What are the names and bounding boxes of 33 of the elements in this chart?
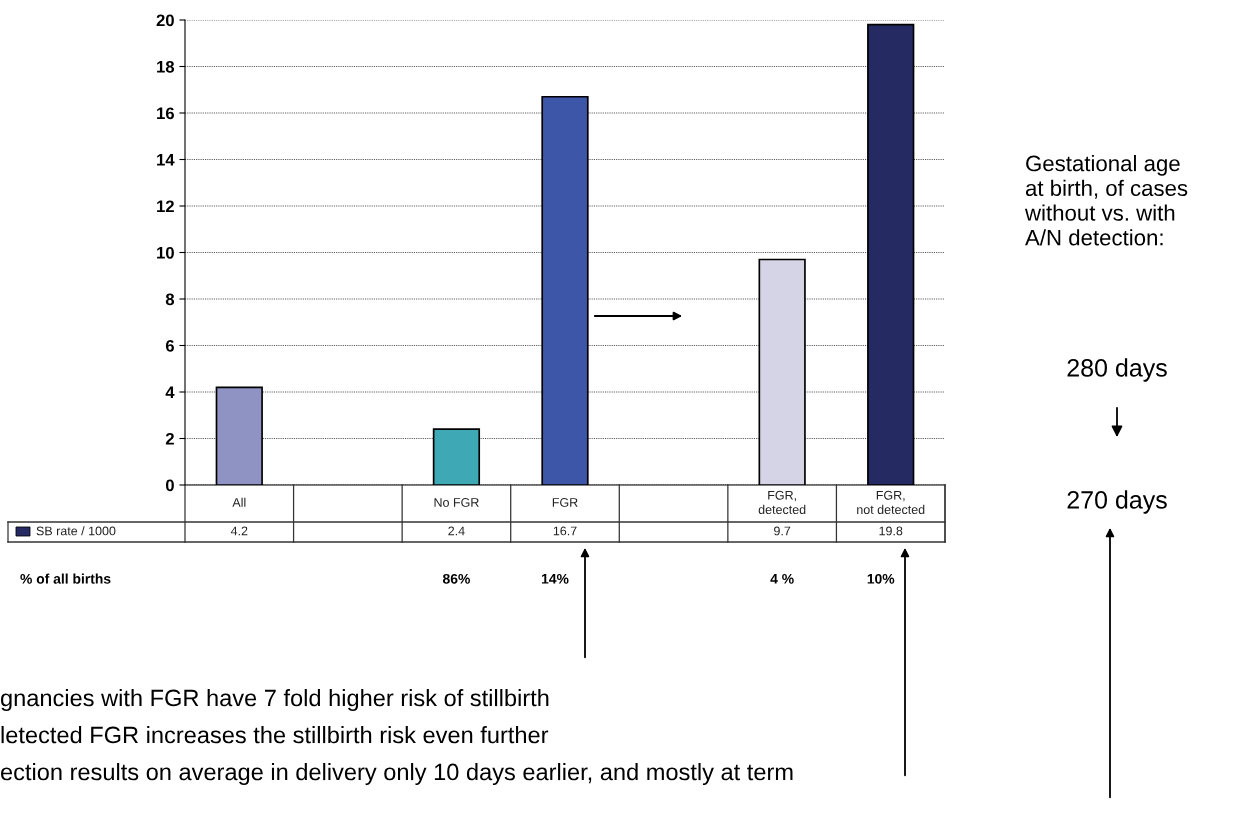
text: Gestational age at birth, of cases without vs. with A/N detection: bbox=[1024, 155, 1188, 246]
y-tick-label: 2 bbox=[165, 432, 174, 445]
x-tick-label: No FGR bbox=[434, 498, 479, 507]
y-tick-label: 12 bbox=[157, 200, 174, 213]
y-tick-label: 4 bbox=[165, 386, 175, 399]
text: 14% bbox=[541, 573, 569, 584]
text: 270 days bbox=[1067, 490, 1167, 514]
text: 86% bbox=[442, 573, 470, 584]
y-tick-label: 20 bbox=[156, 14, 174, 27]
data-label: 19.8 bbox=[879, 526, 903, 536]
legend-label: SB rate / 1000 bbox=[36, 526, 116, 536]
data-label: 16.7 bbox=[553, 526, 577, 536]
text: letected FGR increases the stillbirth risk even further bbox=[1, 725, 549, 744]
y-tick-label: 16 bbox=[157, 107, 174, 120]
y-tick-label: 8 bbox=[165, 293, 175, 306]
data-label: 4.2 bbox=[230, 526, 248, 536]
text: 10% bbox=[867, 573, 895, 584]
data-label: 2.4 bbox=[448, 526, 465, 536]
text: ection results on average in delivery only 10 days earlier, and mostly at term bbox=[1, 762, 793, 786]
x-tick-label: FGR, detected bbox=[758, 490, 806, 515]
x-tick-label: FGR, not detected bbox=[857, 490, 925, 515]
text: gnancies with FGR have 7 fold higher risk of stillbirth bbox=[0, 688, 549, 712]
data-label: 9.7 bbox=[774, 526, 791, 536]
y-tick-label: 14 bbox=[157, 154, 175, 166]
x-tick-label: All bbox=[232, 497, 246, 507]
text: % of all births bbox=[20, 573, 111, 584]
y-tick-label: 18 bbox=[157, 60, 175, 73]
x-tick-label: FGR bbox=[552, 498, 578, 507]
text: 280 days bbox=[1067, 358, 1167, 382]
y-tick-label: 10 bbox=[157, 246, 174, 259]
text: 4 % bbox=[770, 573, 794, 584]
y-tick-label: 6 bbox=[165, 339, 174, 352]
y-tick-label: 0 bbox=[165, 479, 174, 492]
